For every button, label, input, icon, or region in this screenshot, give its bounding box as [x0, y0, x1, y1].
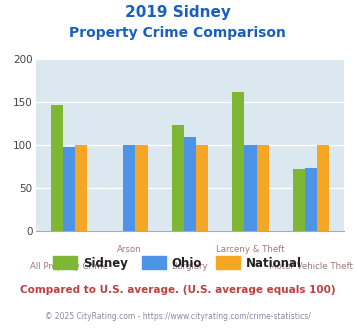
- Bar: [172, 125, 184, 231]
- Bar: [75, 145, 87, 231]
- Text: Larceny & Theft: Larceny & Theft: [216, 245, 285, 254]
- Bar: [196, 145, 208, 231]
- Bar: [51, 105, 63, 231]
- Bar: [257, 145, 269, 231]
- Text: Compared to U.S. average. (U.S. average equals 100): Compared to U.S. average. (U.S. average …: [20, 285, 335, 295]
- Bar: [293, 169, 305, 231]
- Bar: [184, 137, 196, 231]
- Text: Property Crime Comparison: Property Crime Comparison: [69, 26, 286, 40]
- Bar: [232, 92, 245, 231]
- Text: Arson: Arson: [117, 245, 142, 254]
- Text: Motor Vehicle Theft: Motor Vehicle Theft: [269, 262, 353, 271]
- Text: All Property Crime: All Property Crime: [30, 262, 108, 271]
- Text: 2019 Sidney: 2019 Sidney: [125, 5, 230, 20]
- Bar: [245, 145, 257, 231]
- Bar: [305, 168, 317, 231]
- Bar: [63, 147, 75, 231]
- Bar: [135, 145, 148, 231]
- Text: Burglary: Burglary: [171, 262, 208, 271]
- Bar: [317, 145, 329, 231]
- Legend: Sidney, Ohio, National: Sidney, Ohio, National: [49, 252, 306, 274]
- Bar: [123, 145, 135, 231]
- Text: © 2025 CityRating.com - https://www.cityrating.com/crime-statistics/: © 2025 CityRating.com - https://www.city…: [45, 312, 310, 321]
